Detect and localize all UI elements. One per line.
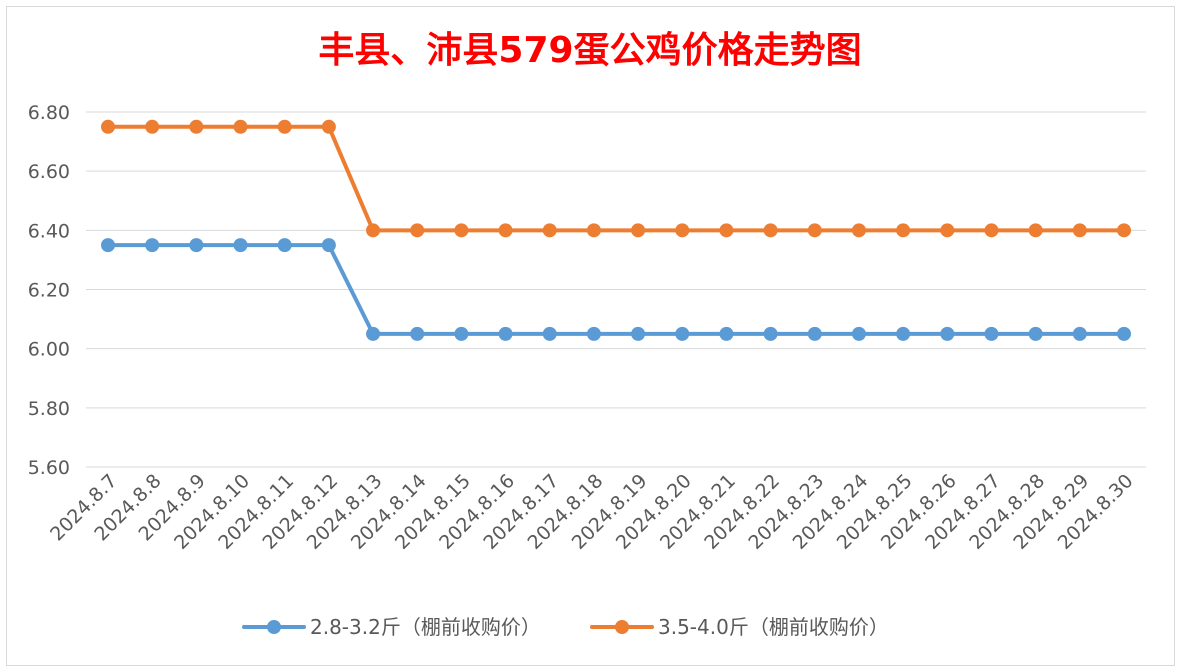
legend: 2.8-3.2斤（棚前收购价） 3.5-4.0斤（棚前收购价） — [242, 615, 889, 639]
data-point — [101, 238, 115, 253]
data-point — [321, 119, 336, 134]
data-point — [896, 223, 911, 238]
data-point — [233, 238, 248, 253]
legend-entry: 2.8-3.2斤（棚前收购价） — [242, 615, 541, 639]
data-point — [763, 326, 778, 341]
y-tick-label: 6.80 — [28, 102, 70, 124]
data-point — [101, 119, 115, 134]
data-point — [940, 326, 955, 341]
data-point — [719, 326, 734, 341]
y-tick-label: 5.60 — [28, 457, 70, 479]
data-point — [851, 326, 866, 341]
data-point — [984, 326, 999, 341]
y-tick-label: 6.00 — [28, 339, 70, 361]
data-point — [542, 326, 557, 341]
chart-title: 丰县、沛县579蛋公鸡价格走势图 — [318, 30, 861, 71]
data-point — [1072, 326, 1087, 341]
legend-label: 2.8-3.2斤（棚前收购价） — [310, 615, 541, 639]
data-point — [631, 326, 646, 341]
y-tick-label: 5.80 — [28, 398, 70, 420]
y-tick-label: 6.60 — [28, 161, 70, 183]
data-point — [498, 223, 513, 238]
series-1 — [101, 238, 1131, 341]
legend-marker — [267, 620, 281, 634]
data-point — [277, 119, 292, 134]
data-point — [145, 119, 160, 134]
data-point — [1117, 223, 1131, 238]
data-point — [851, 223, 866, 238]
data-point — [1028, 223, 1043, 238]
data-point — [984, 223, 999, 238]
data-point — [807, 223, 822, 238]
data-point — [277, 238, 292, 253]
series-line — [106, 124, 1126, 233]
data-point — [189, 119, 204, 134]
series-layer — [101, 119, 1131, 341]
data-point — [896, 326, 911, 341]
data-point — [1117, 326, 1131, 341]
gridlines — [86, 111, 1146, 468]
data-point — [1028, 326, 1043, 341]
data-point — [1072, 223, 1087, 238]
data-point — [631, 223, 646, 238]
series-2 — [101, 119, 1131, 238]
data-point — [940, 223, 955, 238]
data-point — [366, 326, 381, 341]
data-point — [586, 326, 601, 341]
data-point — [454, 223, 469, 238]
legend-entry: 3.5-4.0斤（棚前收购价） — [590, 615, 889, 639]
data-point — [498, 326, 513, 341]
legend-marker — [615, 620, 629, 634]
y-tick-label: 6.20 — [28, 280, 70, 302]
y-tick-label: 6.40 — [28, 220, 70, 242]
data-point — [763, 223, 778, 238]
data-point — [410, 223, 425, 238]
data-point — [366, 223, 381, 238]
data-point — [542, 223, 557, 238]
data-point — [233, 119, 248, 134]
data-point — [675, 223, 690, 238]
y-axis-ticks: 6.80 6.60 6.40 6.20 6.00 5.80 5.60 — [28, 102, 70, 479]
legend-label: 3.5-4.0斤（棚前收购价） — [658, 615, 889, 639]
data-point — [145, 238, 160, 253]
data-point — [719, 223, 734, 238]
data-point — [189, 238, 204, 253]
data-point — [586, 223, 601, 238]
data-point — [410, 326, 425, 341]
data-point — [321, 238, 336, 253]
x-axis-ticks: 2024.8.72024.8.82024.8.92024.8.102024.8.… — [46, 470, 1137, 554]
data-point — [675, 326, 690, 341]
data-point — [454, 326, 469, 341]
data-point — [807, 326, 822, 341]
series-line — [106, 243, 1126, 336]
